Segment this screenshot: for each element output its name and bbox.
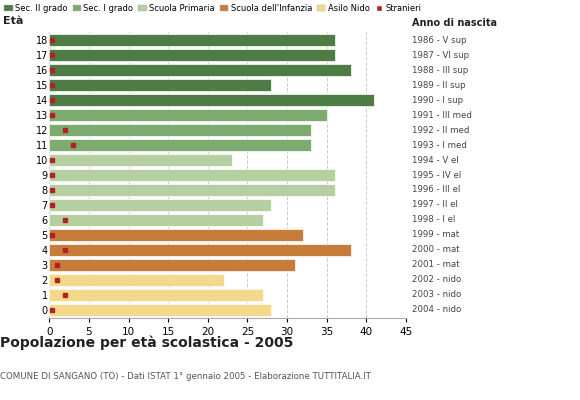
Bar <box>49 124 311 136</box>
Text: 1999 - mat: 1999 - mat <box>412 230 459 239</box>
Text: 1991 - III med: 1991 - III med <box>412 111 472 120</box>
Bar <box>49 304 271 316</box>
Text: 1988 - III sup: 1988 - III sup <box>412 66 469 75</box>
Text: Popolazione per età scolastica - 2005: Popolazione per età scolastica - 2005 <box>0 336 293 350</box>
Text: Età: Età <box>3 16 23 26</box>
Bar <box>49 154 231 166</box>
Bar <box>49 34 335 46</box>
Text: Anno di nascita: Anno di nascita <box>412 18 497 28</box>
Bar <box>49 94 374 106</box>
Text: 1998 - I el: 1998 - I el <box>412 216 456 224</box>
Text: 1997 - II el: 1997 - II el <box>412 200 458 210</box>
Text: 1987 - VI sup: 1987 - VI sup <box>412 51 469 60</box>
Bar <box>49 169 335 181</box>
Text: 2002 - nido: 2002 - nido <box>412 275 462 284</box>
Bar <box>49 214 263 226</box>
Bar <box>49 199 271 211</box>
Text: 1989 - II sup: 1989 - II sup <box>412 81 466 90</box>
Text: 2004 - nido: 2004 - nido <box>412 305 462 314</box>
Bar <box>49 109 327 121</box>
Text: 1990 - I sup: 1990 - I sup <box>412 96 463 105</box>
Bar <box>49 139 311 151</box>
Text: 1996 - III el: 1996 - III el <box>412 186 461 194</box>
Bar <box>49 289 263 301</box>
Bar <box>49 184 335 196</box>
Bar <box>49 229 303 241</box>
Bar <box>49 49 335 61</box>
Text: 1986 - V sup: 1986 - V sup <box>412 36 467 45</box>
Text: 2003 - nido: 2003 - nido <box>412 290 462 299</box>
Text: 1992 - II med: 1992 - II med <box>412 126 470 134</box>
Text: 2001 - mat: 2001 - mat <box>412 260 460 269</box>
Text: 1995 - IV el: 1995 - IV el <box>412 170 462 180</box>
Legend: Sec. II grado, Sec. I grado, Scuola Primaria, Scuola dell'Infanzia, Asilo Nido, : Sec. II grado, Sec. I grado, Scuola Prim… <box>4 4 422 13</box>
Text: COMUNE DI SANGANO (TO) - Dati ISTAT 1° gennaio 2005 - Elaborazione TUTTITALIA.IT: COMUNE DI SANGANO (TO) - Dati ISTAT 1° g… <box>0 372 371 381</box>
Bar <box>49 64 350 76</box>
Bar <box>49 244 350 256</box>
Text: 1993 - I med: 1993 - I med <box>412 140 467 150</box>
Bar <box>49 259 295 271</box>
Bar <box>49 79 271 91</box>
Text: 2000 - mat: 2000 - mat <box>412 245 460 254</box>
Bar <box>49 274 224 286</box>
Text: 1994 - V el: 1994 - V el <box>412 156 459 164</box>
